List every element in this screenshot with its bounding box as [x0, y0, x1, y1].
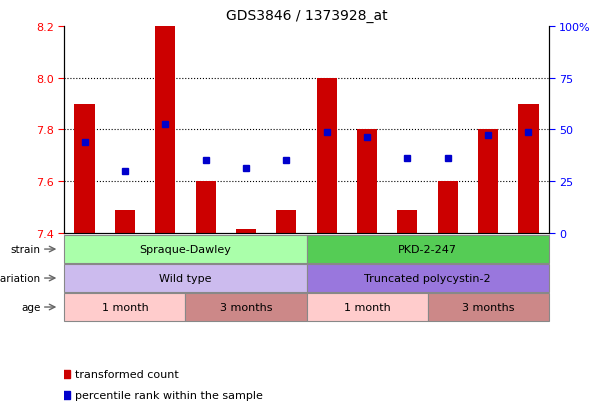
Text: Wild type: Wild type [159, 273, 211, 283]
Bar [316, 78, 337, 233]
Text: Spraque-Dawley: Spraque-Dawley [140, 244, 231, 254]
Bar [276, 210, 297, 233]
Bar [196, 182, 216, 233]
Bar [438, 182, 458, 233]
Bar [519, 104, 539, 233]
Text: transformed count: transformed count [75, 369, 178, 379]
Text: 1 month: 1 month [102, 302, 148, 312]
Text: age: age [21, 302, 40, 312]
Bar [74, 104, 94, 233]
Text: 1 month: 1 month [344, 302, 390, 312]
Bar [478, 130, 498, 233]
Text: 3 months: 3 months [219, 302, 272, 312]
Bar [357, 130, 377, 233]
Text: genotype/variation: genotype/variation [0, 273, 40, 283]
Bar [236, 230, 256, 233]
Text: PKD-2-247: PKD-2-247 [398, 244, 457, 254]
Text: 3 months: 3 months [462, 302, 514, 312]
Title: GDS3846 / 1373928_at: GDS3846 / 1373928_at [226, 9, 387, 23]
Bar [115, 210, 135, 233]
Text: percentile rank within the sample: percentile rank within the sample [75, 390, 262, 401]
Text: strain: strain [10, 244, 40, 254]
Bar [397, 210, 417, 233]
Bar [155, 27, 175, 233]
Text: Truncated polycystin-2: Truncated polycystin-2 [364, 273, 491, 283]
